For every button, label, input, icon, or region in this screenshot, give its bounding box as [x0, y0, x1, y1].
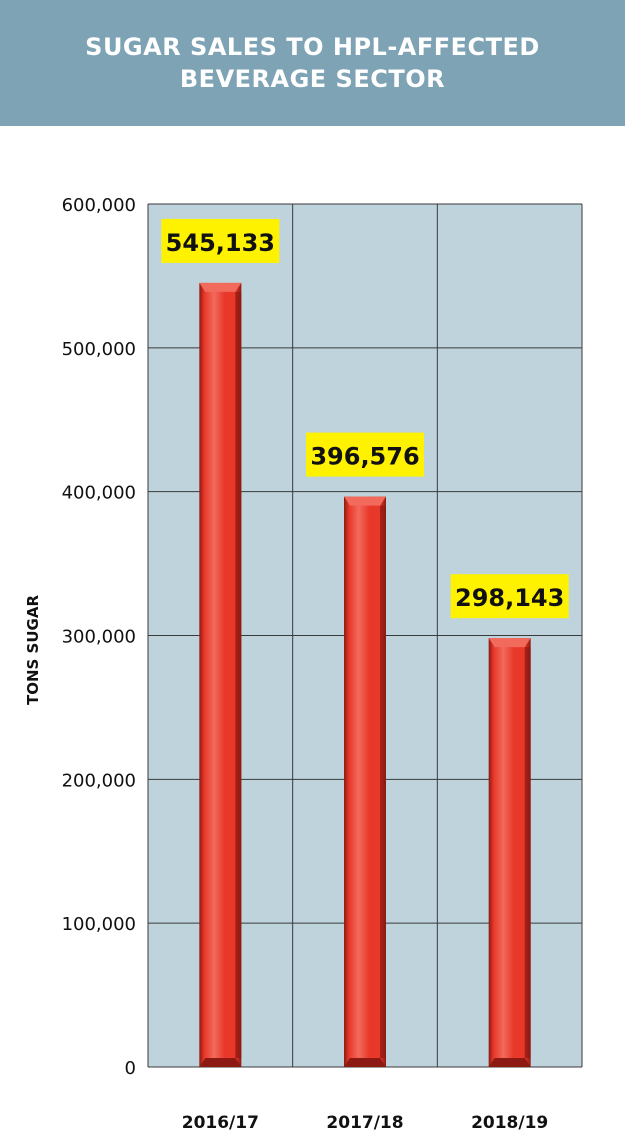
- x-axis-ticks: 2016/17 2017/18 2018/19: [182, 1113, 549, 1133]
- bar-2017/18: [344, 496, 386, 1067]
- value-label-text: 298,143: [455, 584, 564, 612]
- bar-top-bevel: [488, 638, 531, 648]
- bar-2018/19: [488, 638, 531, 1067]
- y-tick-label-5: 500,000: [62, 339, 136, 360]
- value-label-2017/18: 396,576: [306, 432, 424, 477]
- bar-right-shade: [235, 291, 242, 1058]
- bar-bottom-bevel: [344, 1058, 386, 1067]
- chart-header: SUGAR SALES TO HPL-AFFECTED BEVERAGE SEC…: [0, 0, 625, 126]
- y-tick-label-6: 600,000: [62, 195, 136, 216]
- y-axis-ticks: 0 100,000 200,000 300,000 400,000 500,000 600,…: [62, 195, 136, 1079]
- value-label-box: [450, 574, 569, 619]
- bars: [199, 282, 531, 1067]
- bar-right-shade: [380, 505, 386, 1058]
- y-tick-label-4: 400,000: [62, 483, 136, 504]
- chart-title-line-2: BEVERAGE SECTOR: [179, 65, 446, 93]
- y-tick-label-1: 100,000: [62, 914, 136, 935]
- value-label-2018/19: 298,143: [450, 574, 569, 619]
- y-tick-label-3: 300,000: [62, 627, 136, 648]
- bar-body: [199, 282, 242, 1067]
- x-tick-label-2017/18: 2017/18: [326, 1113, 403, 1133]
- bar-body: [488, 638, 531, 1067]
- bar-bottom-bevel: [199, 1058, 242, 1067]
- bar-top-bevel: [199, 282, 242, 292]
- bar-top-bevel: [344, 496, 386, 506]
- bar-2016/17: [199, 282, 242, 1067]
- value-label-box: [306, 432, 424, 477]
- y-tick-label-2: 200,000: [62, 770, 136, 791]
- value-label-text: 545,133: [166, 229, 275, 257]
- x-tick-label-2018/19: 2018/19: [471, 1113, 548, 1133]
- y-tick-label-0: 0: [125, 1058, 136, 1079]
- bar-body: [344, 496, 386, 1067]
- bar-bottom-bevel: [488, 1058, 531, 1067]
- y-axis-label: TONS SUGAR: [24, 595, 42, 705]
- value-label-box: [161, 218, 280, 263]
- x-tick-label-2016/17: 2016/17: [182, 1113, 259, 1133]
- value-label-text: 396,576: [310, 443, 419, 471]
- bar-right-shade: [524, 647, 531, 1058]
- chart-title-line-1: SUGAR SALES TO HPL-AFFECTED: [85, 33, 540, 61]
- bar-chart: 545,133 396,576 298,143 0 100,000 200,000 300…: [24, 195, 583, 1133]
- value-labels: 545,133 396,576 298,143: [161, 218, 569, 619]
- value-label-2016/17: 545,133: [161, 218, 280, 263]
